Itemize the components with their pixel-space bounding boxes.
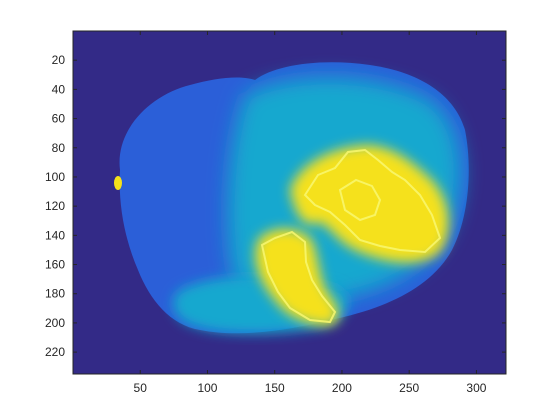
contour-upper bbox=[303, 148, 442, 254]
contour-inner bbox=[338, 178, 382, 222]
y-tick-label: 180 bbox=[45, 287, 65, 301]
hot-spot-lower bbox=[255, 228, 339, 326]
x-tick-label: 100 bbox=[197, 381, 217, 395]
y-tick-label: 100 bbox=[45, 170, 65, 184]
y-axis: 20 40 60 80 100 120 140 160 180 200 220 bbox=[45, 53, 506, 359]
heatmap-plot-area bbox=[73, 31, 506, 374]
x-tick-label: 150 bbox=[265, 381, 285, 395]
x-tick-label: 300 bbox=[466, 381, 486, 395]
x-tick-label: 50 bbox=[134, 381, 148, 395]
y-tick-label: 80 bbox=[52, 141, 66, 155]
x-tick-label: 200 bbox=[332, 381, 352, 395]
bright-speck bbox=[114, 176, 122, 190]
y-tick-label: 60 bbox=[52, 112, 66, 126]
y-tick-label: 220 bbox=[45, 345, 65, 359]
axes-box bbox=[72, 30, 507, 375]
y-tick-label: 140 bbox=[45, 228, 65, 242]
hot-spot-upper bbox=[290, 145, 449, 263]
y-tick-label: 40 bbox=[52, 82, 66, 96]
y-tick-label: 120 bbox=[45, 199, 65, 213]
y-tick-label: 200 bbox=[45, 316, 65, 330]
y-tick-label: 160 bbox=[45, 258, 65, 272]
hot-spot-contours bbox=[260, 148, 442, 324]
x-axis: 50 100 150 200 250 300 bbox=[134, 31, 487, 395]
x-tick-label: 250 bbox=[399, 381, 419, 395]
contour-lower bbox=[260, 230, 337, 324]
y-tick-label: 20 bbox=[52, 53, 66, 67]
